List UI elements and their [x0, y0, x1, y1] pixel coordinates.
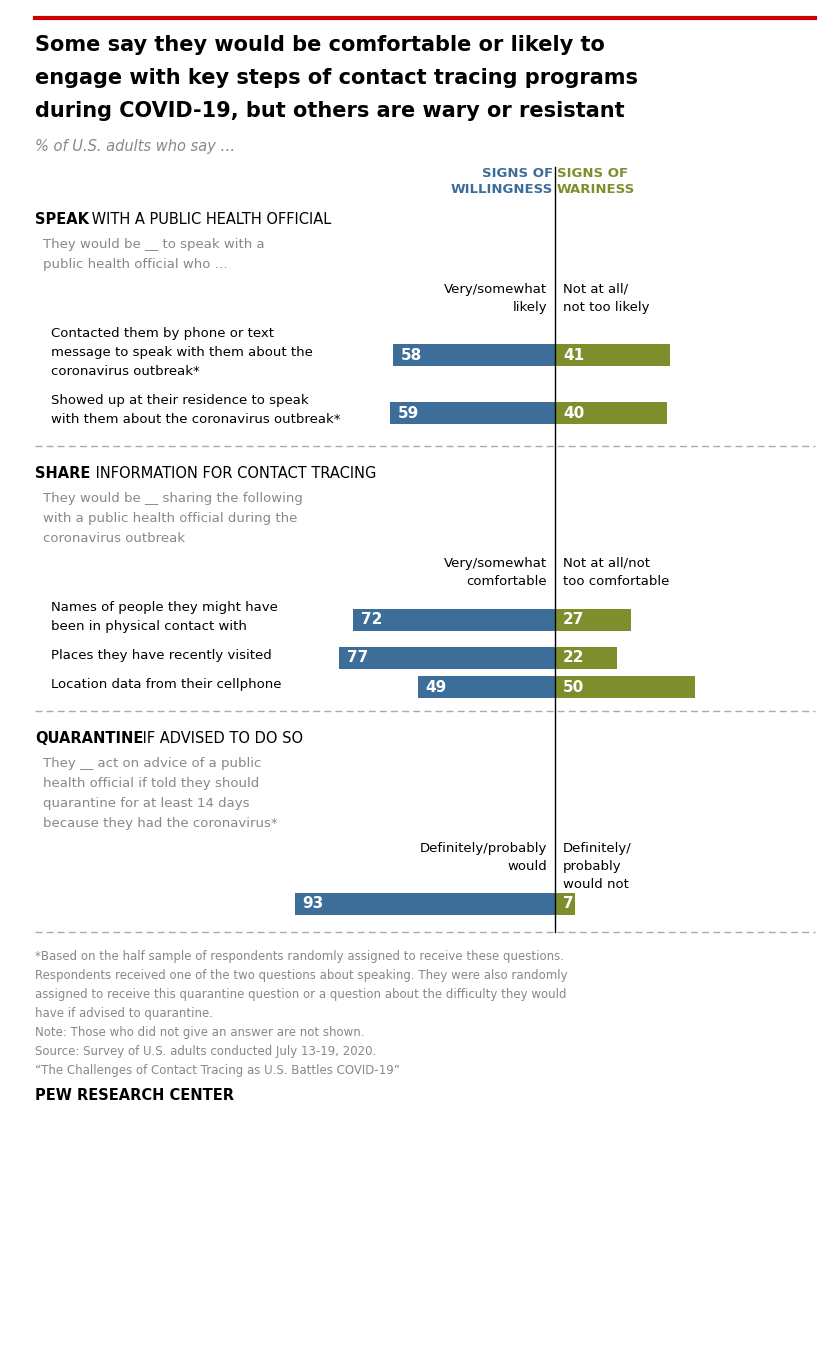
Text: 40: 40	[563, 406, 585, 421]
Text: SHARE: SHARE	[35, 466, 91, 481]
Text: Respondents received one of the two questions about speaking. They were also ran: Respondents received one of the two ques…	[35, 968, 568, 982]
Text: during COVID-19, but others are wary or resistant: during COVID-19, but others are wary or …	[35, 101, 625, 122]
Text: health official if told they should: health official if told they should	[43, 777, 260, 790]
Text: 72: 72	[361, 612, 383, 627]
Text: SIGNS OF
WARINESS: SIGNS OF WARINESS	[557, 167, 635, 195]
Text: Note: Those who did not give an answer are not shown.: Note: Those who did not give an answer a…	[35, 1026, 365, 1040]
Text: have if advised to quarantine.: have if advised to quarantine.	[35, 1007, 213, 1020]
Text: public health official who …: public health official who …	[43, 258, 228, 270]
Bar	[392, 344, 555, 366]
Bar	[555, 402, 667, 423]
Text: Very/somewhat: Very/somewhat	[444, 283, 547, 296]
Text: with them about the coronavirus outbreak*: with them about the coronavirus outbreak…	[51, 413, 340, 426]
Text: WITH A PUBLIC HEALTH OFFICIAL: WITH A PUBLIC HEALTH OFFICIAL	[87, 212, 331, 227]
Text: QUARANTINE: QUARANTINE	[35, 731, 144, 746]
Text: Definitely/probably: Definitely/probably	[420, 841, 547, 855]
Bar	[354, 609, 555, 631]
Bar	[390, 402, 555, 423]
Text: because they had the coronavirus*: because they had the coronavirus*	[43, 817, 278, 831]
Text: They __ act on advice of a public: They __ act on advice of a public	[43, 757, 261, 770]
Text: likely: likely	[512, 301, 547, 314]
Text: 22: 22	[563, 650, 585, 665]
Text: Definitely/: Definitely/	[563, 841, 632, 855]
Text: Location data from their cellphone: Location data from their cellphone	[51, 678, 281, 691]
Bar	[295, 893, 555, 915]
Bar	[555, 893, 575, 915]
Text: 93: 93	[302, 896, 324, 911]
Text: comfortable: comfortable	[466, 575, 547, 587]
Text: quarantine for at least 14 days: quarantine for at least 14 days	[43, 796, 249, 810]
Text: probably: probably	[563, 861, 622, 873]
Text: Some say they would be comfortable or likely to: Some say they would be comfortable or li…	[35, 36, 605, 55]
Text: would: would	[507, 861, 547, 873]
Text: Very/somewhat: Very/somewhat	[444, 557, 547, 570]
Bar	[339, 647, 555, 669]
Text: Not at all/: Not at all/	[563, 283, 628, 296]
Bar	[417, 676, 555, 698]
Text: message to speak with them about the: message to speak with them about the	[51, 346, 312, 359]
Text: Showed up at their residence to speak: Showed up at their residence to speak	[51, 393, 308, 407]
Text: would not: would not	[563, 878, 629, 891]
Text: Places they have recently visited: Places they have recently visited	[51, 649, 272, 663]
Text: 49: 49	[426, 679, 447, 694]
Text: INFORMATION FOR CONTACT TRACING: INFORMATION FOR CONTACT TRACING	[91, 466, 376, 481]
Text: Not at all/not: Not at all/not	[563, 557, 650, 570]
Text: They would be __ to speak with a: They would be __ to speak with a	[43, 238, 265, 251]
Text: coronavirus outbreak: coronavirus outbreak	[43, 531, 185, 545]
Bar	[555, 676, 695, 698]
Text: SIGNS OF
WILLINGNESS: SIGNS OF WILLINGNESS	[451, 167, 553, 195]
Text: They would be __ sharing the following: They would be __ sharing the following	[43, 492, 303, 505]
Text: Names of people they might have: Names of people they might have	[51, 601, 278, 613]
Text: IF ADVISED TO DO SO: IF ADVISED TO DO SO	[138, 731, 303, 746]
Bar	[555, 647, 617, 669]
Text: SPEAK: SPEAK	[35, 212, 89, 227]
Text: Contacted them by phone or text: Contacted them by phone or text	[51, 326, 274, 340]
Bar	[555, 609, 631, 631]
Text: *Based on the half sample of respondents randomly assigned to receive these ques: *Based on the half sample of respondents…	[35, 949, 564, 963]
Text: 50: 50	[563, 679, 585, 694]
Text: 7: 7	[563, 896, 574, 911]
Bar	[555, 344, 669, 366]
Text: too comfortable: too comfortable	[563, 575, 669, 587]
Text: 27: 27	[563, 612, 585, 627]
Text: 77: 77	[348, 650, 369, 665]
Text: with a public health official during the: with a public health official during the	[43, 512, 297, 525]
Text: 59: 59	[398, 406, 419, 421]
Text: been in physical contact with: been in physical contact with	[51, 620, 247, 632]
Text: 58: 58	[401, 347, 422, 362]
Text: “The Challenges of Contact Tracing as U.S. Battles COVID-19”: “The Challenges of Contact Tracing as U.…	[35, 1064, 400, 1076]
Text: Source: Survey of U.S. adults conducted July 13-19, 2020.: Source: Survey of U.S. adults conducted …	[35, 1045, 376, 1059]
Text: coronavirus outbreak*: coronavirus outbreak*	[51, 365, 200, 378]
Text: engage with key steps of contact tracing programs: engage with key steps of contact tracing…	[35, 68, 638, 87]
Text: % of U.S. adults who say …: % of U.S. adults who say …	[35, 139, 235, 154]
Text: not too likely: not too likely	[563, 301, 649, 314]
Text: assigned to receive this quarantine question or a question about the difficulty : assigned to receive this quarantine ques…	[35, 988, 566, 1001]
Text: 41: 41	[563, 347, 584, 362]
Text: PEW RESEARCH CENTER: PEW RESEARCH CENTER	[35, 1087, 234, 1102]
